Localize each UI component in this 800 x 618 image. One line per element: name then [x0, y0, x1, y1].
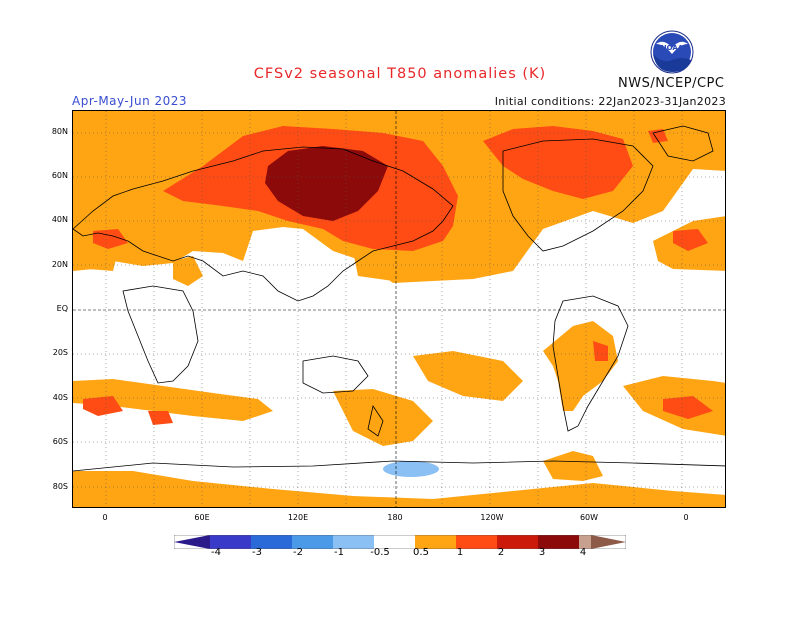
svg-text:NOAA: NOAA: [661, 44, 684, 52]
legend-label: -4: [211, 547, 221, 558]
legend-swatch: [333, 535, 374, 549]
lat-label: 60N: [51, 171, 68, 180]
legend-label: 0.5: [413, 547, 429, 558]
map-grid: [73, 111, 725, 507]
agency-label: NWS/NCEP/CPC: [618, 76, 725, 91]
anomaly-fill-2-3: [265, 146, 388, 221]
legend-label: -2: [293, 547, 303, 558]
legend-swatch: [210, 535, 251, 549]
initial-conditions-label: Initial conditions: 22Jan2023-31Jan2023: [494, 95, 726, 108]
lat-label: 80N: [51, 127, 68, 136]
legend-swatch: [456, 535, 497, 549]
legend-swatch: [374, 535, 415, 549]
legend-swatch: [415, 535, 456, 549]
anomaly-map: [72, 110, 726, 508]
legend-swatch: [251, 535, 292, 549]
lat-label: 60S: [52, 437, 68, 446]
lon-label: 60E: [194, 513, 210, 522]
lon-label: 60W: [579, 513, 599, 522]
legend-label: -0.5: [370, 547, 390, 558]
lon-label: 0: [683, 513, 689, 522]
map-canvas: [73, 111, 725, 507]
lon-label: 120E: [287, 513, 309, 522]
map-reference-lines: [73, 111, 725, 507]
lat-label: 20N: [51, 260, 68, 269]
legend-swatch: [292, 535, 333, 549]
lon-label: 0: [102, 513, 108, 522]
lon-label: 120W: [480, 513, 504, 522]
chart-title: CFSv2 seasonal T850 anomalies (K): [253, 66, 547, 82]
lat-label: EQ: [56, 304, 68, 313]
lat-label: 40N: [51, 215, 68, 224]
anomaly-fill-neg: [383, 461, 439, 477]
legend-swatch: [497, 535, 538, 549]
lat-label: 40S: [52, 393, 68, 402]
legend-label: 3: [538, 547, 546, 558]
lon-label: 180: [387, 513, 403, 522]
legend-label: 2: [497, 547, 505, 558]
coastlines: [73, 125, 725, 472]
noaa-logo: NOAA: [650, 30, 694, 74]
season-label: Apr-May-Jun 2023: [72, 94, 188, 108]
lat-label: 80S: [52, 482, 68, 491]
color-legend: [174, 535, 626, 549]
legend-swatch-gt-5: [591, 535, 626, 549]
lat-label: 20S: [52, 348, 68, 357]
legend-swatch: [538, 535, 579, 549]
legend-label: -3: [252, 547, 262, 558]
legend-swatch-lt-4: [174, 535, 210, 549]
legend-label: -1: [334, 547, 344, 558]
legend-swatch: [579, 535, 591, 549]
legend-label: 4: [579, 547, 587, 558]
legend-label: 1: [456, 547, 464, 558]
